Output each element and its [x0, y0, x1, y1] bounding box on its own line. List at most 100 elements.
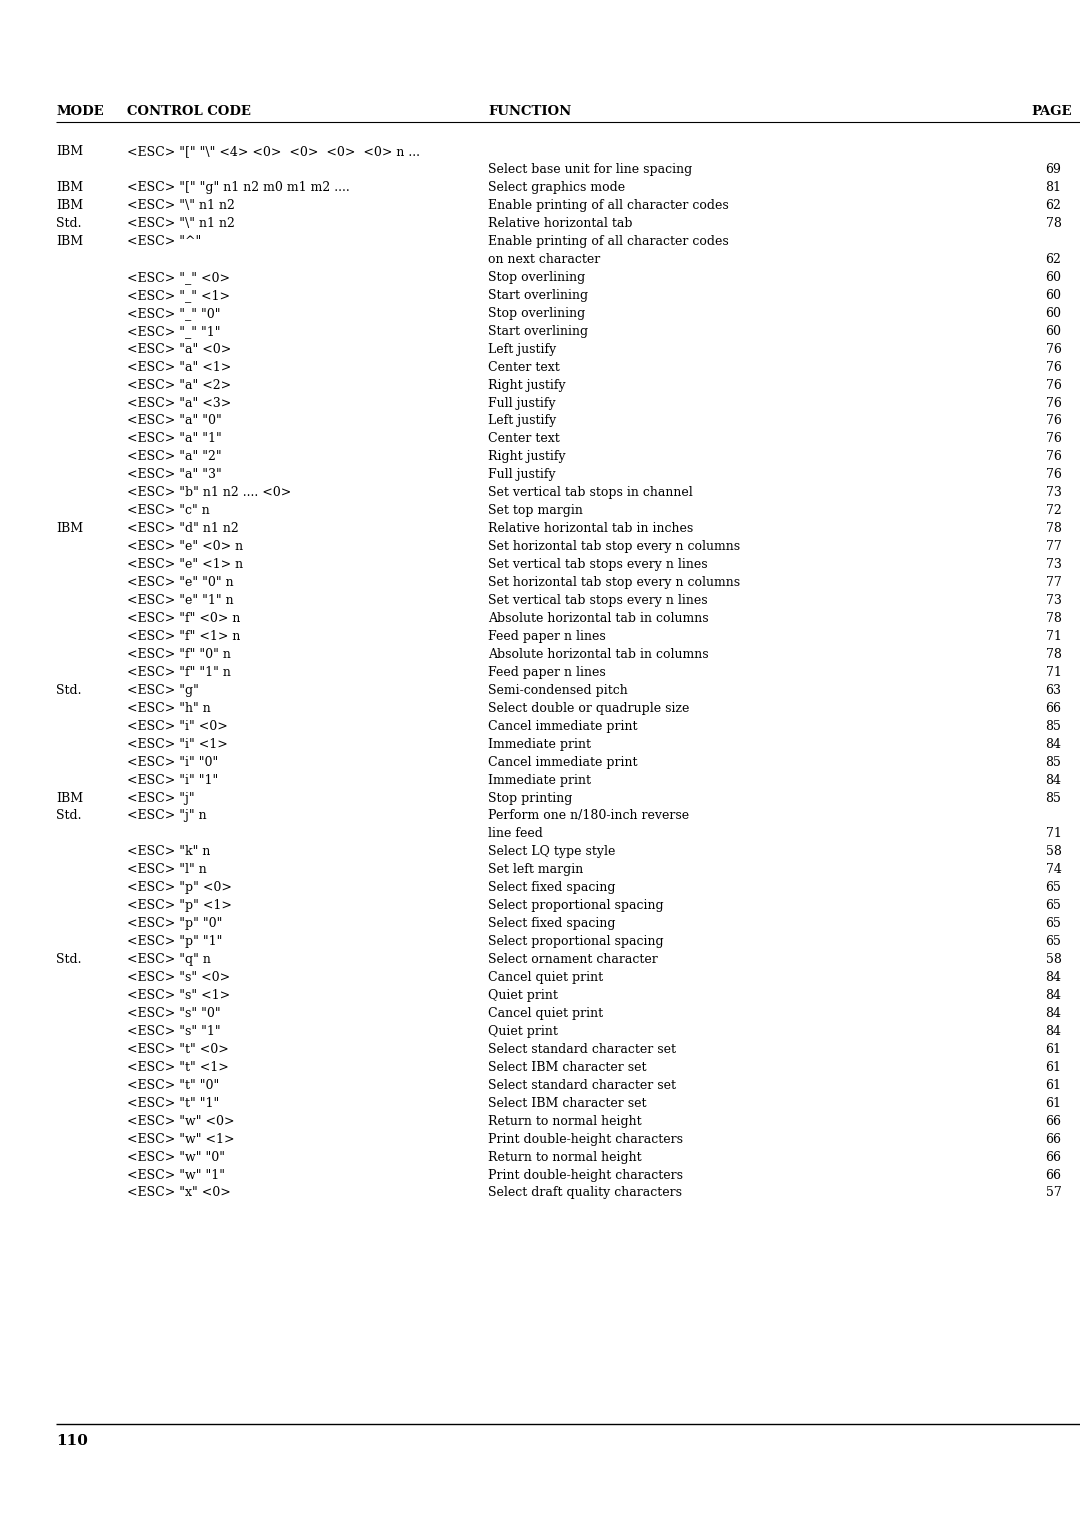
Text: 78: 78: [1045, 611, 1062, 625]
Text: Select standard character set: Select standard character set: [488, 1079, 676, 1093]
Text: <ESC> "s" <0>: <ESC> "s" <0>: [127, 970, 230, 984]
Text: <ESC> "i" <1>: <ESC> "i" <1>: [127, 738, 228, 750]
Text: Right justify: Right justify: [488, 451, 566, 463]
Text: 61: 61: [1045, 1079, 1062, 1093]
Text: 74: 74: [1045, 863, 1062, 877]
Text: <ESC> "_" "0": <ESC> "_" "0": [127, 307, 221, 319]
Text: 84: 84: [1045, 989, 1062, 1002]
Text: on next character: on next character: [488, 252, 600, 266]
Text: <ESC> "^": <ESC> "^": [127, 235, 202, 248]
Text: 85: 85: [1045, 720, 1062, 733]
Text: 73: 73: [1045, 486, 1062, 500]
Text: <ESC> "e" <1> n: <ESC> "e" <1> n: [127, 558, 244, 571]
Text: 78: 78: [1045, 648, 1062, 662]
Text: Absolute horizontal tab in columns: Absolute horizontal tab in columns: [488, 611, 708, 625]
Text: 84: 84: [1045, 738, 1062, 750]
Text: 66: 66: [1045, 1151, 1062, 1164]
Text: Std.: Std.: [56, 953, 82, 966]
Text: Select IBM character set: Select IBM character set: [488, 1097, 647, 1109]
Text: Cancel immediate print: Cancel immediate print: [488, 755, 637, 769]
Text: 60: 60: [1045, 270, 1062, 284]
Text: Quiet print: Quiet print: [488, 1025, 558, 1038]
Text: 61: 61: [1045, 1097, 1062, 1109]
Text: Select double or quadruple size: Select double or quadruple size: [488, 701, 689, 715]
Text: <ESC> "a" "1": <ESC> "a" "1": [127, 432, 222, 446]
Text: Set top margin: Set top margin: [488, 504, 583, 518]
Text: 76: 76: [1045, 432, 1062, 446]
Text: 63: 63: [1045, 683, 1062, 697]
Text: <ESC> "\" n1 n2: <ESC> "\" n1 n2: [127, 217, 235, 231]
Text: Set horizontal tab stop every n columns: Set horizontal tab stop every n columns: [488, 539, 740, 553]
Text: Stop overlining: Stop overlining: [488, 270, 585, 284]
Text: Enable printing of all character codes: Enable printing of all character codes: [488, 199, 729, 212]
Text: <ESC> "c" n: <ESC> "c" n: [127, 504, 211, 518]
Text: <ESC> "x" <0>: <ESC> "x" <0>: [127, 1186, 231, 1199]
Text: 58: 58: [1045, 953, 1062, 966]
Text: 62: 62: [1045, 199, 1062, 212]
Text: IBM: IBM: [56, 792, 83, 805]
Text: 66: 66: [1045, 1132, 1062, 1146]
Text: Select standard character set: Select standard character set: [488, 1042, 676, 1056]
Text: Cancel quiet print: Cancel quiet print: [488, 970, 604, 984]
Text: IBM: IBM: [56, 523, 83, 535]
Text: <ESC> "w" "1": <ESC> "w" "1": [127, 1169, 226, 1181]
Text: 60: 60: [1045, 289, 1062, 303]
Text: MODE: MODE: [56, 104, 104, 118]
Text: 71: 71: [1045, 827, 1062, 840]
Text: 76: 76: [1045, 361, 1062, 374]
Text: <ESC> "a" <1>: <ESC> "a" <1>: [127, 361, 232, 374]
Text: 65: 65: [1045, 917, 1062, 931]
Text: 65: 65: [1045, 898, 1062, 912]
Text: <ESC> "a" <2>: <ESC> "a" <2>: [127, 379, 231, 391]
Text: 62: 62: [1045, 252, 1062, 266]
Text: 66: 66: [1045, 1114, 1062, 1128]
Text: Set vertical tab stops every n lines: Set vertical tab stops every n lines: [488, 594, 707, 607]
Text: <ESC> "p" "1": <ESC> "p" "1": [127, 935, 222, 949]
Text: Select fixed spacing: Select fixed spacing: [488, 882, 616, 894]
Text: 73: 73: [1045, 558, 1062, 571]
Text: CONTROL CODE: CONTROL CODE: [127, 104, 252, 118]
Text: <ESC> "b" n1 n2 .... <0>: <ESC> "b" n1 n2 .... <0>: [127, 486, 292, 500]
Text: <ESC> "f" <1> n: <ESC> "f" <1> n: [127, 630, 241, 643]
Text: <ESC> "_" <1>: <ESC> "_" <1>: [127, 289, 230, 303]
Text: Full justify: Full justify: [488, 468, 556, 481]
Text: <ESC> "g": <ESC> "g": [127, 683, 200, 697]
Text: 76: 76: [1045, 414, 1062, 428]
Text: 81: 81: [1045, 180, 1062, 194]
Text: 84: 84: [1045, 1025, 1062, 1038]
Text: Left justify: Left justify: [488, 414, 556, 428]
Text: Select LQ type style: Select LQ type style: [488, 845, 616, 859]
Text: <ESC> "k" n: <ESC> "k" n: [127, 845, 211, 859]
Text: 76: 76: [1045, 379, 1062, 391]
Text: <ESC> "a" "2": <ESC> "a" "2": [127, 451, 222, 463]
Text: Immediate print: Immediate print: [488, 773, 591, 787]
Text: <ESC> "e" <0> n: <ESC> "e" <0> n: [127, 539, 244, 553]
Text: <ESC> "p" "0": <ESC> "p" "0": [127, 917, 222, 931]
Text: line feed: line feed: [488, 827, 543, 840]
Text: 61: 61: [1045, 1042, 1062, 1056]
Text: Semi-condensed pitch: Semi-condensed pitch: [488, 683, 627, 697]
Text: Stop printing: Stop printing: [488, 792, 572, 805]
Text: Set vertical tab stops every n lines: Set vertical tab stops every n lines: [488, 558, 707, 571]
Text: 77: 77: [1045, 539, 1062, 553]
Text: <ESC> "w" "0": <ESC> "w" "0": [127, 1151, 226, 1164]
Text: <ESC> "t" "1": <ESC> "t" "1": [127, 1097, 219, 1109]
Text: 77: 77: [1045, 576, 1062, 590]
Text: Set left margin: Set left margin: [488, 863, 583, 877]
Text: Absolute horizontal tab in columns: Absolute horizontal tab in columns: [488, 648, 708, 662]
Text: Feed paper n lines: Feed paper n lines: [488, 630, 606, 643]
Text: <ESC> "t" "0": <ESC> "t" "0": [127, 1079, 219, 1093]
Text: 76: 76: [1045, 468, 1062, 481]
Text: 78: 78: [1045, 217, 1062, 231]
Text: <ESC> "l" n: <ESC> "l" n: [127, 863, 207, 877]
Text: 69: 69: [1045, 163, 1062, 176]
Text: <ESC> "s" "1": <ESC> "s" "1": [127, 1025, 221, 1038]
Text: 84: 84: [1045, 970, 1062, 984]
Text: <ESC> "\" n1 n2: <ESC> "\" n1 n2: [127, 199, 235, 212]
Text: <ESC> "w" <1>: <ESC> "w" <1>: [127, 1132, 235, 1146]
Text: <ESC> "q" n: <ESC> "q" n: [127, 953, 212, 966]
Text: IBM: IBM: [56, 199, 83, 212]
Text: Center text: Center text: [488, 361, 559, 374]
Text: Right justify: Right justify: [488, 379, 566, 391]
Text: <ESC> "a" "0": <ESC> "a" "0": [127, 414, 222, 428]
